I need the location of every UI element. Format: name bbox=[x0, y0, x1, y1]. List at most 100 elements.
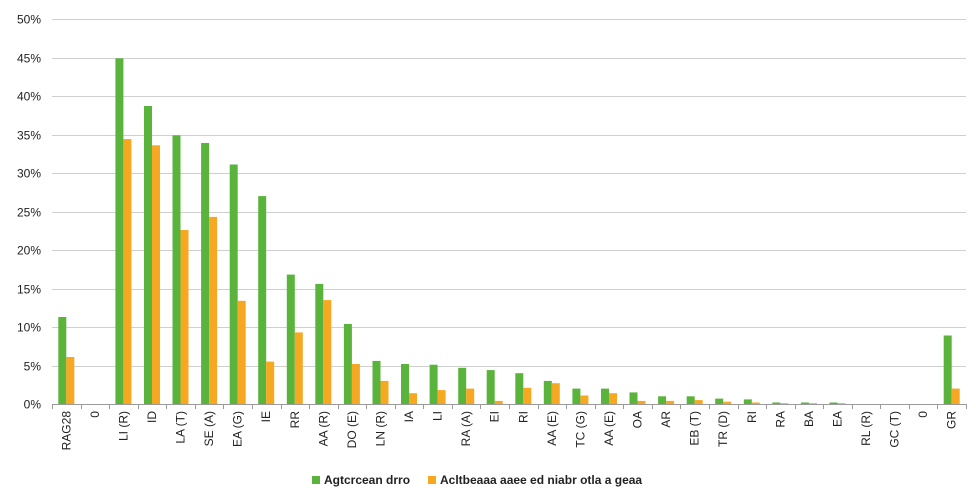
bar-series-2 bbox=[180, 230, 189, 404]
x-tick-label: RA bbox=[773, 411, 787, 428]
bar-series-2 bbox=[951, 388, 960, 404]
x-tick-label: EI bbox=[488, 411, 502, 422]
bar-series-1 bbox=[144, 106, 152, 404]
bar-series-1 bbox=[172, 135, 181, 405]
y-tick-label: 25% bbox=[17, 206, 41, 220]
x-tick-label: RI bbox=[745, 411, 759, 423]
x-tick-label: SE (A) bbox=[202, 411, 216, 446]
bar-series-1 bbox=[943, 335, 952, 404]
legend-label-series-2: Acltbeaaa aaee ed niabr otla a geaa bbox=[440, 473, 642, 487]
x-tick-label: LN (R) bbox=[374, 411, 388, 446]
bar-series-2 bbox=[580, 395, 589, 404]
x-tick-label: LA (T) bbox=[174, 411, 188, 444]
bar-series-2 bbox=[380, 380, 389, 404]
x-tick-label: BA bbox=[802, 411, 816, 427]
bar-series-1 bbox=[486, 370, 495, 404]
bar-series-2 bbox=[637, 400, 646, 404]
x-tick-label: TR (D) bbox=[716, 411, 730, 447]
x-tick-label: AA (R) bbox=[316, 411, 330, 446]
y-tick-label: 5% bbox=[24, 360, 42, 374]
x-tick-label: RAG28 bbox=[59, 411, 73, 451]
y-axis-ticks: 0% 5% 10% 15% 20% 25% 30% 35% 40% 45% 50% bbox=[17, 13, 41, 412]
bar-series-1 bbox=[743, 399, 752, 404]
x-tick-label: LI bbox=[431, 411, 445, 421]
bar-series-2 bbox=[237, 300, 246, 404]
x-tick-label: AA (E) bbox=[545, 411, 559, 446]
bar-series-1 bbox=[658, 396, 667, 404]
bar-series-1 bbox=[286, 274, 295, 404]
bar-series-1 bbox=[686, 396, 695, 404]
bar-series-2 bbox=[323, 300, 332, 404]
bar-series-2 bbox=[66, 357, 75, 404]
bar-series-1 bbox=[258, 196, 267, 404]
bar-series-2 bbox=[123, 139, 132, 404]
bar-series-2 bbox=[551, 383, 560, 404]
bars bbox=[58, 58, 960, 405]
x-tick-label: 0 bbox=[916, 411, 930, 418]
bar-series-1 bbox=[229, 164, 238, 404]
x-tick-label: AR bbox=[659, 411, 673, 428]
bar-series-2 bbox=[466, 388, 475, 404]
bar-series-2 bbox=[780, 403, 789, 404]
x-tick-label: RR bbox=[288, 411, 302, 429]
y-tick-label: 50% bbox=[17, 13, 41, 27]
legend-swatch-series-1 bbox=[312, 476, 320, 484]
bar-series-1 bbox=[515, 373, 524, 404]
bar-series-2 bbox=[694, 400, 703, 404]
bar-series-1 bbox=[115, 58, 124, 405]
y-tick-label: 20% bbox=[17, 244, 41, 258]
y-tick-label: 10% bbox=[17, 321, 41, 335]
bar-series-2 bbox=[723, 401, 732, 404]
x-tick-label: GC (T) bbox=[888, 411, 902, 448]
x-tick-label: IA bbox=[402, 411, 416, 422]
bar-series-2 bbox=[152, 145, 160, 405]
bar-series-1 bbox=[343, 323, 352, 404]
x-axis-ticks: RAG28 0 LI (R) ID LA (T) SE (A) EA (G) IE RR AA (… bbox=[59, 411, 958, 451]
legend: Agtcrcean drro Acltbeaaa aaee ed niabr o… bbox=[312, 473, 642, 487]
bar-series-1 bbox=[715, 398, 724, 404]
bar-series-1 bbox=[829, 402, 838, 404]
bar-series-2 bbox=[437, 390, 446, 404]
bar-series-1 bbox=[601, 388, 609, 404]
legend-swatch-series-2 bbox=[428, 476, 436, 484]
x-tick-label: RA (A) bbox=[459, 411, 473, 446]
y-tick-label: 15% bbox=[17, 283, 41, 297]
bar-series-2 bbox=[266, 361, 275, 404]
bar-series-2 bbox=[808, 403, 817, 404]
x-tick-label: EB (T) bbox=[688, 411, 702, 446]
bar-series-1 bbox=[458, 367, 467, 404]
bar-series-2 bbox=[294, 332, 303, 404]
y-tick-label: 40% bbox=[17, 90, 41, 104]
bar-series-1 bbox=[372, 360, 381, 404]
bar-series-2 bbox=[609, 393, 617, 404]
bar-series-1 bbox=[543, 380, 552, 404]
x-tick-label: RL (R) bbox=[859, 411, 873, 446]
bar-series-2 bbox=[837, 403, 846, 404]
bar-series-2 bbox=[409, 393, 417, 404]
x-tick-label: EA bbox=[831, 411, 845, 427]
bar-series-1 bbox=[772, 402, 781, 404]
bar-series-1 bbox=[315, 283, 324, 404]
x-tick-label: LI (R) bbox=[116, 411, 130, 441]
bar-series-1 bbox=[401, 364, 409, 404]
x-tick-label: IE bbox=[259, 411, 273, 422]
legend-label-series-1: Agtcrcean drro bbox=[324, 473, 410, 487]
x-tick-label: 0 bbox=[88, 411, 102, 418]
x-tick-label: TC (G) bbox=[573, 411, 587, 448]
bar-series-2 bbox=[523, 387, 532, 404]
grid-lines bbox=[52, 19, 966, 367]
bar-series-1 bbox=[800, 402, 809, 404]
x-tick-label: RI bbox=[516, 411, 530, 423]
x-tick-label: AA (E) bbox=[602, 411, 616, 446]
bar-series-2 bbox=[666, 400, 675, 404]
bar-series-1 bbox=[58, 317, 67, 404]
x-tick-label: EA (G) bbox=[231, 411, 245, 447]
bar-series-2 bbox=[751, 402, 760, 404]
x-tick-label: DO (E) bbox=[345, 411, 359, 448]
y-tick-label: 0% bbox=[24, 398, 42, 412]
bar-series-1 bbox=[201, 143, 210, 404]
y-tick-label: 30% bbox=[17, 167, 41, 181]
x-tick-label: OA bbox=[631, 411, 645, 428]
bar-series-2 bbox=[209, 216, 218, 404]
bar-series-2 bbox=[494, 400, 503, 404]
